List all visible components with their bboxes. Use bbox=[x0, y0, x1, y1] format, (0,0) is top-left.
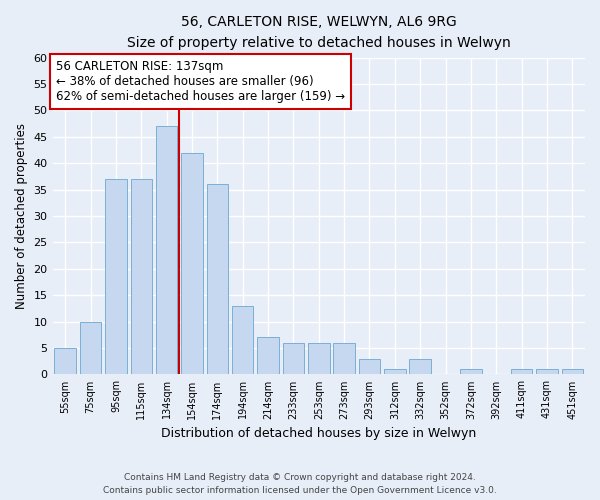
Title: 56, CARLETON RISE, WELWYN, AL6 9RG
Size of property relative to detached houses : 56, CARLETON RISE, WELWYN, AL6 9RG Size … bbox=[127, 15, 511, 50]
Bar bbox=[536, 369, 558, 374]
Bar bbox=[232, 306, 253, 374]
Bar bbox=[562, 369, 583, 374]
Bar bbox=[206, 184, 228, 374]
Bar bbox=[308, 343, 329, 374]
X-axis label: Distribution of detached houses by size in Welwyn: Distribution of detached houses by size … bbox=[161, 427, 476, 440]
Bar bbox=[334, 343, 355, 374]
Bar bbox=[409, 358, 431, 374]
Text: 56 CARLETON RISE: 137sqm
← 38% of detached houses are smaller (96)
62% of semi-d: 56 CARLETON RISE: 137sqm ← 38% of detach… bbox=[56, 60, 346, 104]
Bar bbox=[181, 152, 203, 374]
Bar bbox=[460, 369, 482, 374]
Bar bbox=[511, 369, 532, 374]
Bar bbox=[257, 338, 279, 374]
Bar bbox=[80, 322, 101, 374]
Bar bbox=[283, 343, 304, 374]
Bar bbox=[384, 369, 406, 374]
Bar bbox=[55, 348, 76, 374]
Bar bbox=[359, 358, 380, 374]
Y-axis label: Number of detached properties: Number of detached properties bbox=[15, 123, 28, 309]
Bar bbox=[131, 179, 152, 374]
Bar bbox=[156, 126, 178, 374]
Bar bbox=[105, 179, 127, 374]
Text: Contains HM Land Registry data © Crown copyright and database right 2024.
Contai: Contains HM Land Registry data © Crown c… bbox=[103, 474, 497, 495]
